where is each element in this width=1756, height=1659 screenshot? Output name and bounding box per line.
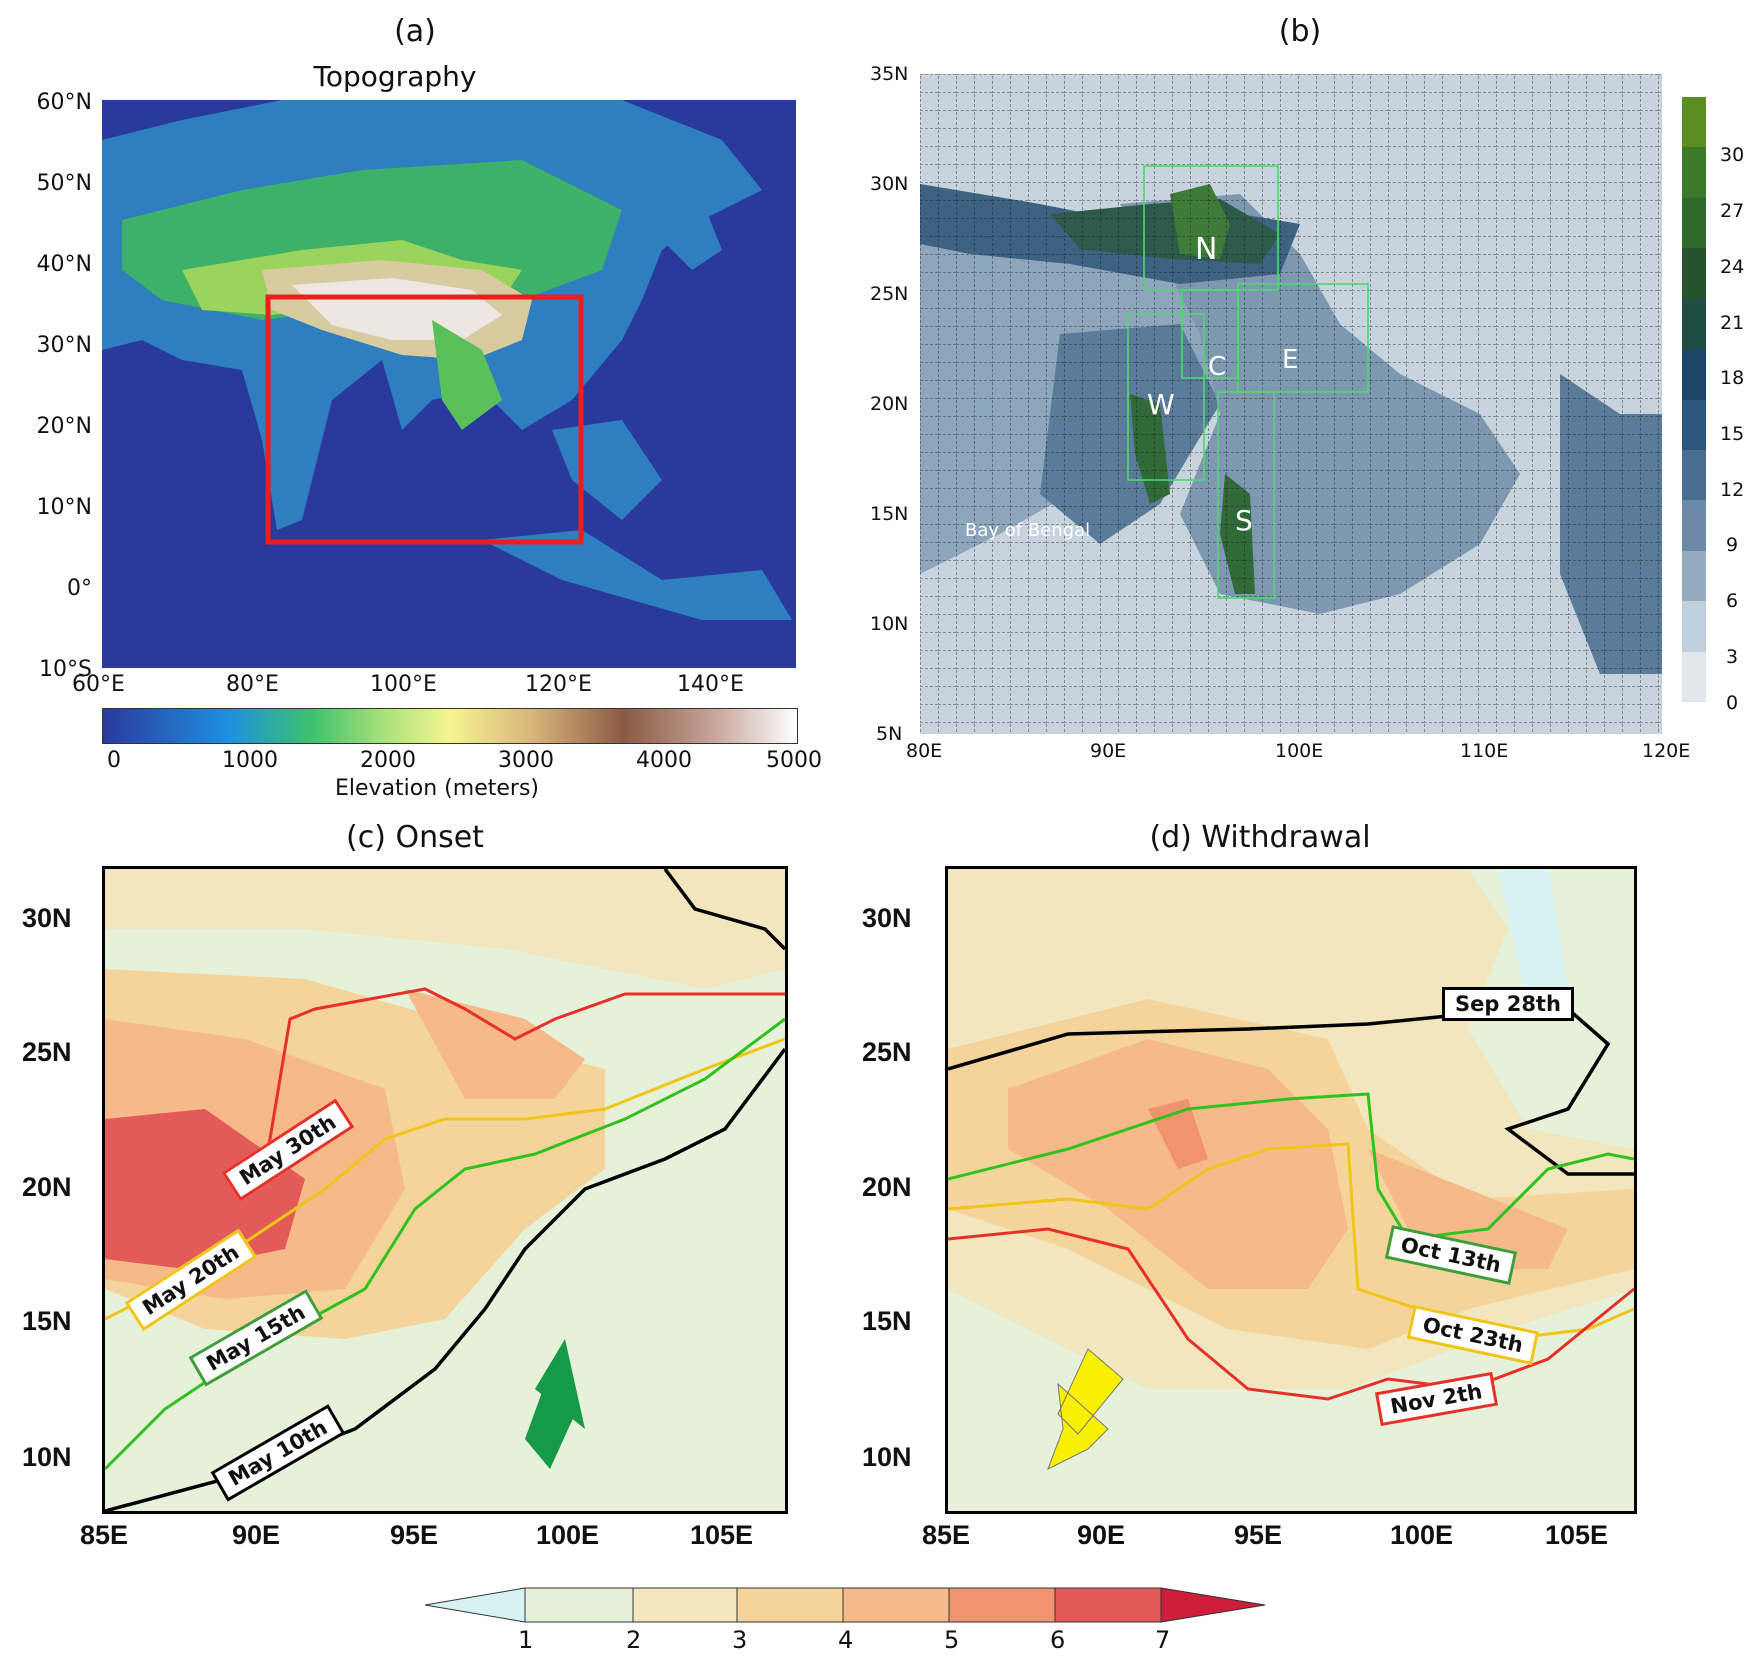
cb-tick: 18 [1720, 367, 1745, 389]
region-e-label: E [1282, 345, 1299, 375]
lon-tick: 80°E [226, 672, 279, 697]
lat-tick: 10°N [36, 495, 92, 520]
lat-tick: 20N [862, 1172, 912, 1202]
lat-tick: 60°N [36, 90, 92, 115]
lon-tick: 95E [390, 1520, 439, 1550]
panel-d-title: (d) Withdrawal [1149, 820, 1371, 855]
elev-tick: 5000 [766, 748, 822, 773]
lat-tick: 25N [862, 1037, 912, 1067]
elev-tick: 4000 [636, 748, 692, 773]
region-s-label: S [1235, 504, 1253, 537]
cb-tick: 30 [1720, 144, 1745, 166]
lat-tick: 10°S [39, 657, 92, 682]
cb-tick: 21 [1720, 312, 1745, 334]
lat-tick: 20N [870, 393, 909, 415]
region-c-label: C [1208, 352, 1227, 382]
topography-map [102, 100, 796, 668]
withdrawal-isochrones [948, 1007, 1634, 1471]
cb-tick: 4 [838, 1626, 854, 1654]
lon-tick: 90E [1090, 740, 1127, 762]
withdrawal-arrow-icon [1047, 1348, 1124, 1471]
lat-tick: 20N [22, 1172, 72, 1202]
panel-a-title: Topography [313, 60, 477, 93]
lon-tick: 90E [1077, 1520, 1126, 1550]
lon-tick: 95E [1234, 1520, 1283, 1550]
lon-tick: 60°E [72, 672, 125, 697]
lon-tick: 100E [1275, 740, 1324, 762]
lon-tick: 120E [1642, 740, 1691, 762]
lat-tick: 40°N [36, 252, 92, 277]
elev-tick: 3000 [498, 748, 554, 773]
elevation-colorbar [102, 708, 798, 744]
onset-isochrones [105, 869, 785, 1511]
panel-c-title: (c) Onset [346, 820, 484, 855]
lon-tick: 90E [232, 1520, 281, 1550]
cb-tick: 3 [1726, 646, 1739, 668]
isochrone-label-sep28: Sep 28th [1442, 987, 1574, 1021]
precip-colorbar-b [1682, 97, 1706, 703]
lon-tick: 120°E [525, 672, 592, 697]
cb-tick: 24 [1720, 256, 1745, 278]
lon-tick: 140°E [677, 672, 744, 697]
lat-tick: 30N [862, 903, 912, 933]
lat-tick: 10N [22, 1442, 72, 1472]
cb-tick: 9 [1726, 534, 1739, 556]
cb-tick: 0 [1726, 692, 1739, 714]
lon-tick: 105E [690, 1520, 754, 1550]
colorbar-label: Elevation (meters) [335, 776, 539, 801]
lat-tick: 30N [870, 173, 909, 195]
region-n-label: N [1195, 232, 1218, 267]
lat-tick: 15N [862, 1306, 912, 1336]
lat-tick: 50°N [36, 171, 92, 196]
cb-tick: 12 [1720, 479, 1745, 501]
precipitation-colorbar [425, 1587, 1266, 1623]
cb-tick: 2 [626, 1626, 642, 1654]
lon-tick: 100E [536, 1520, 600, 1550]
lat-tick: 10N [870, 613, 909, 635]
lat-tick: 10N [862, 1442, 912, 1472]
cb-tick: 7 [1155, 1626, 1171, 1654]
panel-b-label: (b) [1278, 14, 1322, 49]
cb-tick: 27 [1720, 200, 1745, 222]
lon-tick: 80E [906, 740, 943, 762]
lat-tick: 20°N [36, 414, 92, 439]
region-w-label: W [1147, 388, 1175, 421]
lat-tick: 30°N [36, 333, 92, 358]
lon-tick: 105E [1545, 1520, 1609, 1550]
lat-tick: 30N [22, 903, 72, 933]
lon-tick: 85E [922, 1520, 971, 1550]
elev-tick: 0 [107, 748, 121, 773]
cb-tick: 3 [732, 1626, 748, 1654]
cb-tick: 6 [1050, 1626, 1066, 1654]
cb-tick: 15 [1720, 423, 1745, 445]
lon-tick: 110E [1460, 740, 1509, 762]
bay-of-bengal-label: Bay of Bengal [965, 520, 1091, 541]
lat-tick: 15N [870, 503, 909, 525]
panel-a-label: (a) [394, 14, 436, 49]
lon-tick: 100E [1390, 1520, 1454, 1550]
elev-tick: 1000 [222, 748, 278, 773]
withdrawal-map [945, 866, 1637, 1514]
lat-tick: 5N [876, 723, 903, 745]
lat-tick: 25N [22, 1037, 72, 1067]
cb-tick: 5 [944, 1626, 960, 1654]
cb-tick: 1 [518, 1626, 534, 1654]
lat-tick: 0° [67, 576, 92, 601]
elev-tick: 2000 [360, 748, 416, 773]
precipitation-map-b [920, 74, 1662, 734]
onset-map [102, 866, 788, 1514]
lon-tick: 100°E [370, 672, 437, 697]
lat-tick: 15N [22, 1306, 72, 1336]
lon-tick: 85E [80, 1520, 129, 1550]
lat-tick: 35N [870, 63, 909, 85]
lat-tick: 25N [870, 283, 909, 305]
cb-tick: 6 [1726, 590, 1739, 612]
onset-arrow-icon [525, 1339, 585, 1469]
